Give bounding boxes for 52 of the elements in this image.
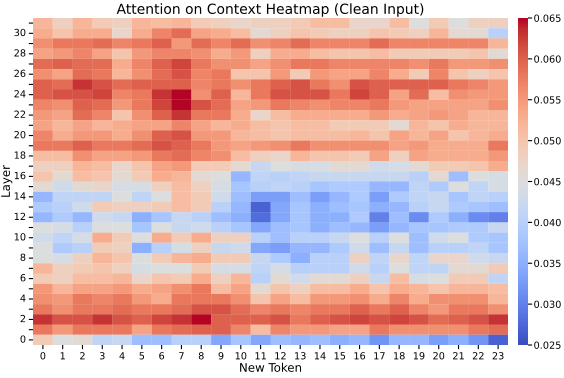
x-tick-label: 15 [334,352,346,360]
x-tick-label: 10 [236,352,246,360]
y-tick-label: 6 [20,274,26,282]
color-bar-label: 0.060 [534,55,561,63]
x-axis-title: New Token [240,362,302,372]
y-tick-label: 20 [14,130,26,138]
x-tick-label: 3 [100,352,105,360]
x-tick-label: 22 [472,352,484,360]
x-tick-label: 13 [295,352,306,360]
x-tick-label: 0 [40,352,46,360]
x-tick-label: 21 [453,352,464,360]
chart-title: Attention on Context Heatmap (Clean Input) [116,3,424,17]
y-tick-label: 16 [14,172,26,180]
y-tick-label: 2 [20,314,26,322]
y-tick-label: 26 [14,70,26,78]
x-tick-label: 9 [218,352,224,360]
x-tick-label: 7 [179,352,184,360]
y-tick-label: 28 [14,49,26,57]
x-tick-label: 12 [275,352,286,360]
y-tick-label: 22 [14,110,26,118]
color-bar-label: 0.025 [534,341,561,349]
y-tick-label: 30 [14,28,26,36]
color-bar-label: 0.045 [534,178,561,186]
y-tick-label: 24 [14,90,26,98]
color-bar-label: 0.065 [534,14,561,22]
x-tick-label: 14 [314,352,326,360]
y-tick-label: 4 [20,294,26,302]
y-axis-title: Layer [1,165,12,197]
x-tick-label: 17 [374,352,385,360]
y-tick-label: 8 [20,254,26,261]
y-tick-label: 12 [14,212,26,220]
x-tick-label: 19 [414,352,424,360]
x-tick-label: 4 [119,352,125,360]
color-bar-label: 0.035 [534,260,561,268]
color-bar-label: 0.050 [534,137,561,144]
x-tick-label: 8 [198,352,204,360]
color-bar-label: 0.040 [534,218,561,226]
y-tick-label: 10 [14,233,26,241]
x-tick-label: 11 [255,352,266,360]
color-bar-label: 0.055 [534,96,561,104]
x-tick-label: 1 [60,352,65,360]
x-tick-label: 16 [354,352,366,360]
y-tick-label: 0 [20,335,26,343]
x-tick-label: 20 [433,352,444,360]
y-tick-label: 14 [14,192,26,200]
color-bar-label: 0.030 [534,300,561,308]
x-tick-label: 18 [394,352,405,360]
x-tick-label: 2 [80,352,85,360]
x-tick-label: 5 [140,352,144,360]
x-tick-label: 23 [492,352,504,360]
y-tick-label: 18 [14,151,26,159]
x-tick-label: 6 [159,352,164,360]
